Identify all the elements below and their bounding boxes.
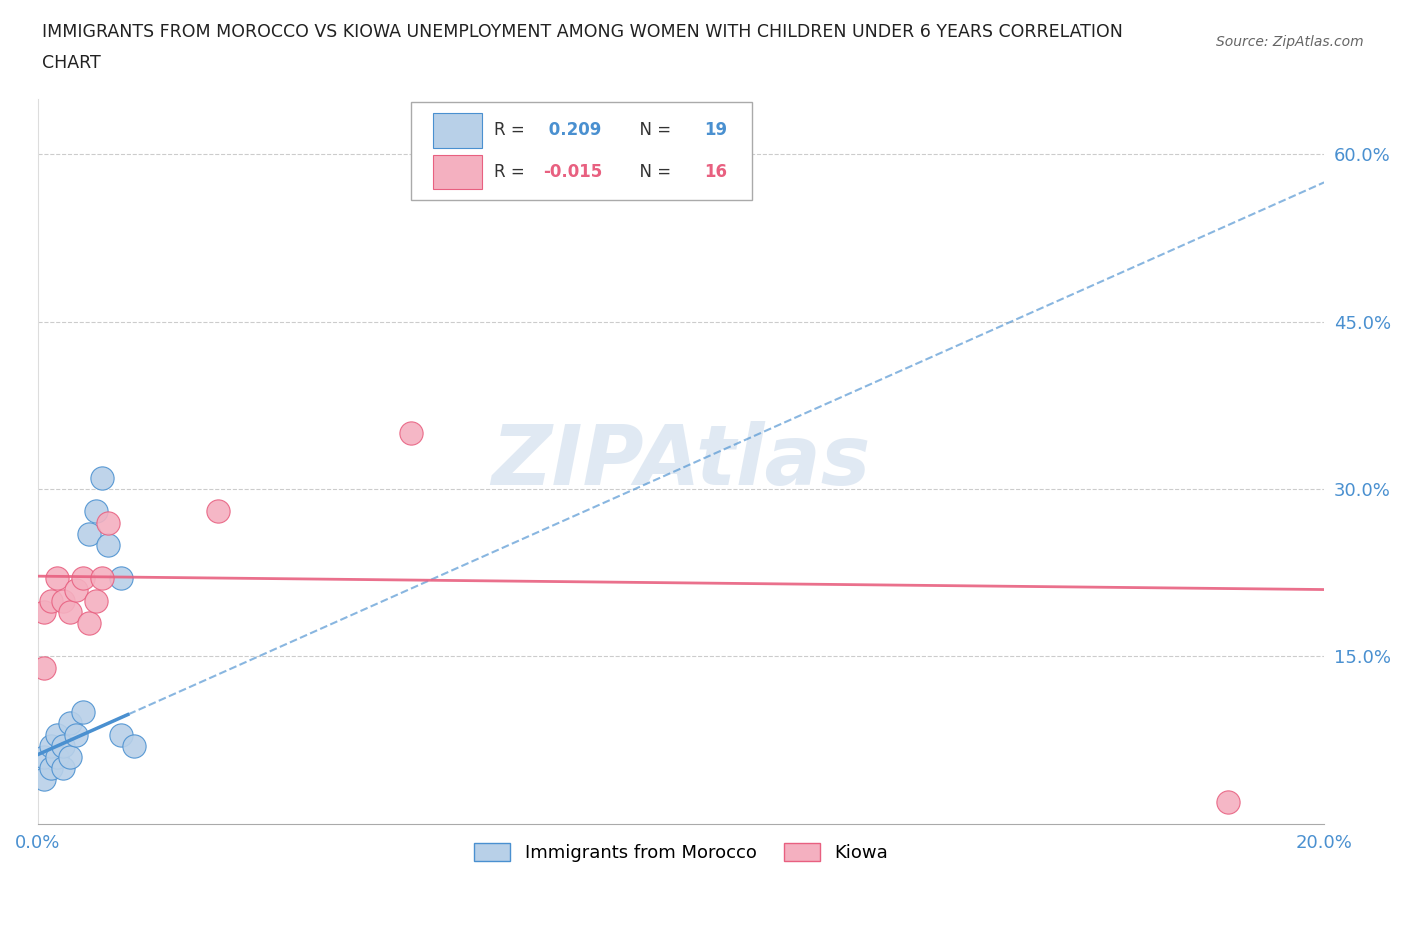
Text: Source: ZipAtlas.com: Source: ZipAtlas.com xyxy=(1216,35,1364,49)
Text: 16: 16 xyxy=(704,163,727,181)
Point xyxy=(72,571,94,586)
Text: N =: N = xyxy=(630,122,676,140)
Point xyxy=(32,750,55,764)
Point xyxy=(122,738,145,753)
Point xyxy=(97,515,120,530)
Text: R =: R = xyxy=(495,122,530,140)
Text: ZIPAtlas: ZIPAtlas xyxy=(491,420,870,502)
Point xyxy=(46,727,69,742)
Point xyxy=(84,504,107,519)
Point xyxy=(65,582,87,597)
Point xyxy=(91,471,114,485)
Text: R =: R = xyxy=(495,163,530,181)
Point xyxy=(84,593,107,608)
Text: IMMIGRANTS FROM MOROCCO VS KIOWA UNEMPLOYMENT AMONG WOMEN WITH CHILDREN UNDER 6 : IMMIGRANTS FROM MOROCCO VS KIOWA UNEMPLO… xyxy=(42,23,1123,41)
Text: -0.015: -0.015 xyxy=(543,163,603,181)
Point xyxy=(77,616,100,631)
Point xyxy=(46,571,69,586)
Point xyxy=(32,604,55,619)
Point xyxy=(32,660,55,675)
Point xyxy=(52,593,75,608)
Point xyxy=(91,571,114,586)
Point xyxy=(52,761,75,776)
Text: 19: 19 xyxy=(704,122,727,140)
Point xyxy=(52,738,75,753)
Text: N =: N = xyxy=(630,163,676,181)
Point xyxy=(32,772,55,787)
Point xyxy=(65,727,87,742)
Point xyxy=(39,593,62,608)
Text: 0.209: 0.209 xyxy=(543,122,602,140)
Point xyxy=(110,571,132,586)
Point xyxy=(59,750,82,764)
Point xyxy=(110,727,132,742)
Point xyxy=(39,761,62,776)
Point xyxy=(77,526,100,541)
Text: CHART: CHART xyxy=(42,54,101,72)
Point xyxy=(39,738,62,753)
Point xyxy=(1216,794,1239,809)
Legend: Immigrants from Morocco, Kiowa: Immigrants from Morocco, Kiowa xyxy=(467,835,896,870)
FancyBboxPatch shape xyxy=(433,155,481,190)
Point xyxy=(72,705,94,720)
Point xyxy=(207,504,229,519)
Point xyxy=(399,426,422,441)
Point xyxy=(97,538,120,552)
FancyBboxPatch shape xyxy=(433,113,481,148)
Point xyxy=(59,716,82,731)
Point xyxy=(46,750,69,764)
Point xyxy=(59,604,82,619)
FancyBboxPatch shape xyxy=(411,102,752,200)
